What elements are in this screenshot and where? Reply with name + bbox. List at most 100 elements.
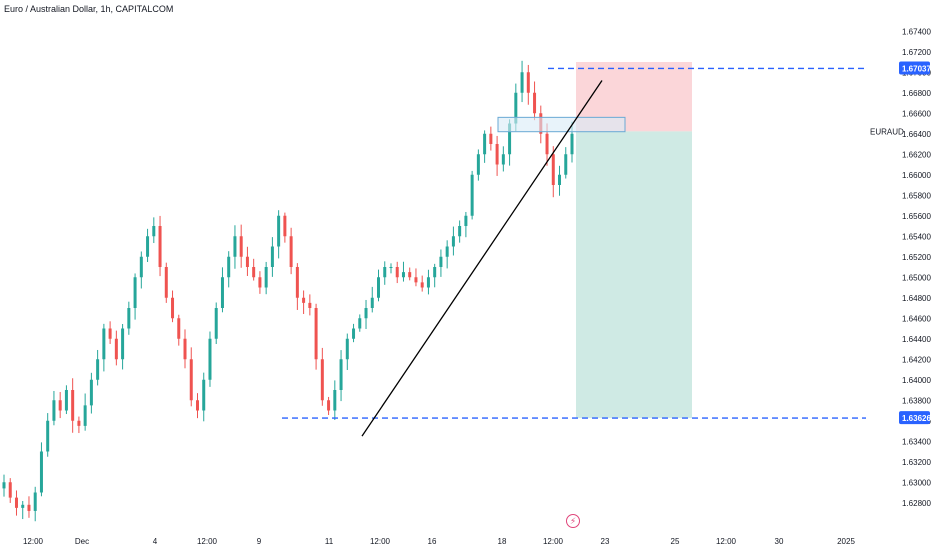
- candle-body: [33, 492, 37, 511]
- candle-body: [383, 267, 387, 278]
- candle-body: [108, 328, 112, 339]
- candle-body: [270, 246, 274, 267]
- x-tick-label: 12:00: [197, 537, 218, 546]
- candle-body: [314, 308, 318, 360]
- take-profit-zone[interactable]: [576, 131, 692, 419]
- candle-body: [470, 174, 474, 216]
- candle-body: [395, 267, 399, 278]
- x-tick-label: Dec: [75, 537, 89, 546]
- candle-body: [46, 420, 50, 452]
- y-tick-label: 1.64000: [902, 376, 931, 385]
- candle-body: [71, 390, 75, 421]
- y-tick-label: 1.64400: [902, 335, 931, 344]
- candle-body: [295, 267, 299, 298]
- y-tick-label: 1.63400: [902, 437, 931, 446]
- candle-body: [451, 236, 455, 247]
- candle-body: [283, 215, 287, 237]
- candle-body: [220, 277, 224, 308]
- y-tick-label: 1.64800: [902, 294, 931, 303]
- candle-body: [52, 400, 56, 421]
- candle-body: [489, 133, 493, 144]
- candle-body: [364, 308, 368, 319]
- candle-body: [214, 308, 218, 339]
- chart-title: Euro / Australian Dollar, 1h, CAPITALCOM: [4, 4, 174, 14]
- y-tick-label: 1.65000: [902, 273, 931, 282]
- candle-body: [358, 318, 362, 329]
- candle-body: [458, 226, 462, 237]
- candle-body: [327, 400, 331, 411]
- candle-body: [520, 72, 524, 93]
- candle-body: [445, 246, 449, 257]
- y-tick-label: 1.66200: [902, 150, 931, 159]
- candle-body: [277, 215, 281, 247]
- candle-body: [114, 338, 118, 360]
- candle-body: [195, 400, 199, 411]
- candle-body: [420, 282, 424, 288]
- tradingview-lightning-icon[interactable]: ⚡: [566, 514, 580, 528]
- candle-body: [133, 277, 137, 308]
- candle-body: [127, 308, 131, 329]
- y-tick-label: 1.63000: [902, 478, 931, 487]
- candle-body: [508, 123, 512, 155]
- candle-body: [401, 272, 405, 278]
- candle-body: [139, 256, 143, 278]
- candle-body: [258, 277, 262, 288]
- y-tick-label: 1.63200: [902, 458, 931, 467]
- candle-body: [89, 379, 93, 406]
- x-tick-label: 12:00: [23, 537, 44, 546]
- candle-body: [439, 256, 443, 267]
- candle-body: [183, 338, 187, 360]
- highlight-box[interactable]: [497, 116, 626, 133]
- candle-body: [202, 379, 206, 411]
- candle-body: [58, 400, 62, 411]
- y-tick-label: 1.63800: [902, 396, 931, 405]
- candle-body: [14, 497, 18, 508]
- y-tick-label: 1.62800: [902, 499, 931, 508]
- candle-body: [533, 92, 537, 114]
- candle-body: [233, 236, 237, 257]
- price-badge-label: 1.67037: [902, 64, 931, 73]
- candle-body: [2, 482, 6, 489]
- candle-body: [377, 277, 381, 298]
- candle-body: [77, 420, 81, 426]
- x-tick-label: 18: [498, 537, 507, 546]
- trendline[interactable]: [361, 80, 603, 437]
- y-tick-label: 1.64200: [902, 355, 931, 364]
- candle-body: [558, 174, 562, 185]
- y-tick-label: 1.65200: [902, 253, 931, 262]
- candle-body: [189, 359, 193, 401]
- x-tick-label: 9: [257, 537, 262, 546]
- candle-body: [27, 504, 31, 511]
- y-tick-label: 1.66600: [902, 109, 931, 118]
- y-tick-label: 1.64600: [902, 314, 931, 323]
- x-tick-label: 12:00: [543, 537, 564, 546]
- candle-body: [245, 256, 249, 267]
- candle-body: [464, 215, 468, 226]
- candle-body: [414, 277, 418, 283]
- candle-body: [289, 236, 293, 267]
- candle-body: [333, 390, 337, 411]
- candle-body: [158, 226, 162, 267]
- candle-body: [339, 359, 343, 390]
- candle-body: [564, 154, 568, 175]
- candle-body: [345, 338, 349, 360]
- candle-body: [146, 236, 150, 257]
- y-tick-label: 1.66000: [902, 171, 931, 180]
- candle-body: [171, 297, 175, 319]
- y-tick-label: 1.65400: [902, 232, 931, 241]
- candle-body: [302, 297, 306, 303]
- candle-body: [408, 272, 412, 278]
- candle-body: [495, 144, 499, 165]
- x-tick-label: 12:00: [370, 537, 391, 546]
- candle-body: [96, 359, 100, 380]
- candle-body: [476, 154, 480, 175]
- candle-body: [501, 154, 505, 165]
- x-tick-label: 11: [325, 537, 334, 546]
- candle-body: [227, 256, 231, 278]
- x-tick-label: 25: [671, 537, 680, 546]
- price-badge-label: 1.63626: [902, 414, 931, 423]
- x-tick-label: 16: [428, 537, 437, 546]
- candle-body: [514, 92, 518, 124]
- candle-body: [8, 482, 12, 498]
